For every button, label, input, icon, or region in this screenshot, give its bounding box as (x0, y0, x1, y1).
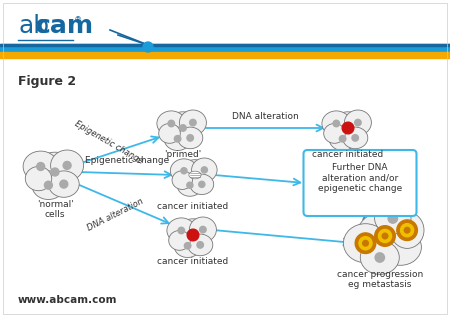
Circle shape (199, 181, 205, 187)
Ellipse shape (374, 203, 411, 234)
Circle shape (184, 243, 191, 249)
Ellipse shape (167, 218, 196, 243)
Ellipse shape (177, 174, 202, 196)
Circle shape (400, 224, 414, 237)
Ellipse shape (178, 127, 203, 149)
FancyBboxPatch shape (303, 150, 417, 216)
Ellipse shape (180, 110, 207, 135)
Text: 'primed': 'primed' (164, 150, 202, 159)
Circle shape (181, 168, 187, 174)
Circle shape (178, 227, 184, 234)
Circle shape (397, 220, 418, 241)
Text: ab: ab (18, 14, 49, 38)
Ellipse shape (356, 211, 414, 261)
Circle shape (201, 167, 207, 173)
Circle shape (143, 42, 153, 52)
Circle shape (180, 125, 186, 131)
Circle shape (375, 253, 384, 262)
Ellipse shape (165, 112, 201, 144)
Text: DNA alteration: DNA alteration (86, 197, 144, 232)
Ellipse shape (172, 171, 193, 190)
Bar (0, 52, 450, 58)
Circle shape (187, 229, 199, 241)
Circle shape (359, 237, 372, 250)
Circle shape (168, 120, 175, 127)
Text: 'normal'
cells: 'normal' cells (36, 200, 73, 219)
Circle shape (189, 120, 196, 126)
Bar (0, 44, 450, 52)
Ellipse shape (169, 230, 190, 250)
Text: DNA alteration: DNA alteration (232, 112, 299, 121)
Circle shape (355, 120, 361, 126)
Ellipse shape (49, 171, 79, 197)
Circle shape (333, 120, 340, 127)
Text: www.abcam.com: www.abcam.com (18, 295, 117, 305)
Ellipse shape (342, 127, 368, 149)
Bar (0, 58, 450, 317)
Bar (0, 44, 450, 46)
Text: cam: cam (36, 14, 94, 38)
Ellipse shape (157, 111, 186, 136)
Text: cancer progression
eg metastasis: cancer progression eg metastasis (337, 270, 423, 289)
Text: cancer initiated: cancer initiated (312, 150, 383, 159)
Ellipse shape (33, 152, 77, 192)
Circle shape (197, 242, 203, 248)
Circle shape (200, 226, 206, 233)
Ellipse shape (171, 159, 198, 183)
Circle shape (342, 122, 354, 134)
Ellipse shape (360, 241, 399, 275)
Circle shape (352, 135, 359, 141)
Ellipse shape (23, 151, 58, 182)
Text: cancer initiated: cancer initiated (158, 257, 229, 266)
Ellipse shape (50, 150, 84, 181)
Ellipse shape (175, 219, 211, 251)
Ellipse shape (164, 127, 191, 151)
Ellipse shape (343, 224, 387, 263)
Circle shape (339, 136, 346, 142)
Circle shape (388, 214, 397, 223)
Ellipse shape (174, 234, 201, 257)
Text: Epigenetic change: Epigenetic change (85, 156, 169, 165)
Text: cancer initiated: cancer initiated (158, 202, 229, 211)
Ellipse shape (324, 124, 345, 143)
Circle shape (375, 226, 395, 246)
Text: Epigenetic change: Epigenetic change (73, 119, 144, 165)
Ellipse shape (188, 234, 213, 256)
Text: ®: ® (74, 16, 82, 25)
Ellipse shape (192, 158, 217, 182)
Circle shape (363, 240, 368, 246)
Ellipse shape (380, 229, 421, 265)
Ellipse shape (190, 174, 214, 195)
Ellipse shape (390, 212, 424, 249)
Circle shape (45, 181, 52, 189)
Ellipse shape (159, 124, 180, 143)
Ellipse shape (344, 110, 371, 135)
Circle shape (187, 182, 193, 188)
Circle shape (382, 233, 388, 239)
Circle shape (51, 168, 59, 176)
Circle shape (37, 163, 45, 171)
Ellipse shape (178, 160, 212, 190)
Circle shape (187, 135, 194, 141)
Bar (0, 0, 450, 55)
Circle shape (378, 230, 392, 243)
Ellipse shape (189, 217, 216, 242)
Circle shape (404, 227, 410, 233)
Ellipse shape (25, 166, 52, 191)
Circle shape (174, 136, 181, 142)
Ellipse shape (329, 127, 356, 151)
Circle shape (63, 161, 71, 169)
Circle shape (355, 233, 376, 254)
Text: Figure 2: Figure 2 (18, 75, 76, 88)
Ellipse shape (189, 171, 201, 179)
Text: Further DNA
alteration and/or
epigenetic change: Further DNA alteration and/or epigenetic… (318, 163, 402, 193)
Circle shape (60, 180, 68, 188)
Ellipse shape (32, 171, 65, 199)
Ellipse shape (330, 112, 366, 144)
Ellipse shape (322, 111, 351, 136)
